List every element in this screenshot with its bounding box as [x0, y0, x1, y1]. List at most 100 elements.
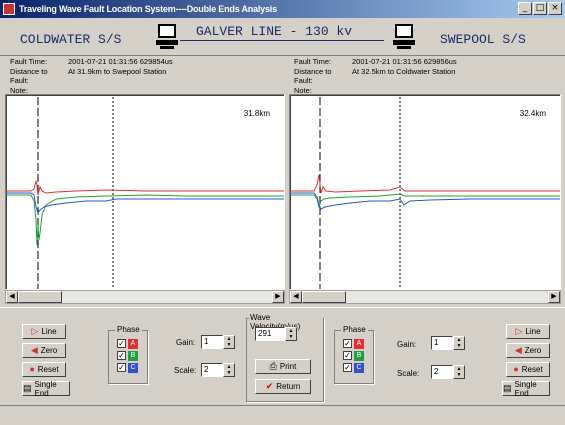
station-header: COLDWATER S/S GALVER LINE - 130 kv SWEPO…	[0, 18, 565, 56]
right-fault-info: Fault Time: 2001-07-21 01:31:56 629856us …	[294, 57, 559, 95]
right-waveform-plot[interactable]: 32.4km	[289, 94, 561, 290]
button-label: Line	[41, 327, 57, 336]
button-label: Zero	[524, 346, 542, 355]
printer-icon: ⎙	[269, 361, 277, 371]
button-label: Single End	[514, 379, 537, 398]
distance-label: Distance to Fault:	[10, 66, 48, 86]
arrow-left-icon: ◀	[30, 345, 38, 355]
spin-up-icon[interactable]: ▲	[226, 364, 232, 370]
fault-time-value: 2001-07-21 01:31:56 629856us	[352, 57, 457, 66]
title-bar: Traveling Wave Fault Location System----…	[0, 0, 565, 18]
spin-up-icon[interactable]: ▲	[288, 328, 294, 334]
button-label: Zero	[40, 346, 58, 355]
right-zero-button[interactable]: ◀ Zero	[506, 343, 550, 358]
phase-a-trace	[290, 174, 560, 194]
left-horizontal-scrollbar[interactable]: ◀ ▶	[5, 290, 285, 304]
scroll-thumb[interactable]	[302, 291, 346, 303]
right-horizontal-scrollbar[interactable]: ◀ ▶	[289, 290, 561, 304]
phase-group-label: Phase	[115, 325, 142, 334]
minimize-button[interactable]: _	[518, 2, 532, 15]
right-plot-distance: 32.4km	[519, 109, 546, 118]
phase-c-trace	[290, 192, 560, 210]
scale-value[interactable]: 2	[201, 363, 223, 377]
velocity-spinner[interactable]: 291 ▲ ▼	[255, 327, 297, 341]
spin-up-icon[interactable]: ▲	[456, 366, 462, 372]
left-computer-icon	[156, 24, 178, 50]
note-label: Note:	[10, 85, 28, 95]
phase-b-swatch: B	[354, 351, 364, 361]
line-icon: ▷	[515, 326, 523, 336]
spin-down-icon[interactable]: ▼	[456, 372, 462, 378]
scale-label: Scale:	[397, 369, 420, 378]
scroll-right-arrow-icon[interactable]: ▶	[548, 291, 560, 303]
phase-c-checkbox[interactable]: ✓	[117, 363, 126, 372]
button-label: Single End	[34, 379, 57, 398]
spin-up-icon[interactable]: ▲	[456, 337, 462, 343]
left-line-button[interactable]: ▷ Line	[22, 324, 66, 339]
scroll-left-arrow-icon[interactable]: ◀	[290, 291, 302, 303]
right-line-button[interactable]: ▷ Line	[506, 324, 550, 339]
line-icon: ▷	[31, 326, 39, 336]
left-single-end-button[interactable]: ▤ Single End	[22, 379, 70, 398]
button-label: Reset	[37, 365, 59, 374]
status-bar	[0, 405, 565, 425]
phase-a-checkbox[interactable]: ✓	[117, 339, 126, 348]
scroll-right-arrow-icon[interactable]: ▶	[272, 291, 284, 303]
spin-up-icon[interactable]: ▲	[226, 336, 232, 342]
phase-a-checkbox[interactable]: ✓	[343, 339, 352, 348]
distance-label: Distance to Fault:	[294, 66, 332, 86]
left-waveform-plot[interactable]: 31.8km	[5, 94, 285, 290]
maximize-button[interactable]: □	[533, 2, 547, 15]
phase-b-checkbox[interactable]: ✓	[117, 351, 126, 360]
phase-b-checkbox[interactable]: ✓	[343, 351, 352, 360]
fault-time-label: Fault Time:	[294, 57, 332, 66]
phase-a-swatch: A	[354, 339, 364, 349]
gain-value[interactable]: 1	[201, 335, 223, 349]
spin-down-icon[interactable]: ▼	[288, 334, 294, 340]
phase-c-checkbox[interactable]: ✓	[343, 363, 352, 372]
button-label: Reset	[521, 365, 543, 374]
right-phase-group: Phase ✓ A ✓ B ✓ C	[334, 325, 374, 384]
checkmark-icon: ✔	[265, 381, 274, 391]
right-scale-spinner[interactable]: 2 ▲ ▼	[431, 365, 465, 379]
phase-a-swatch: A	[128, 339, 138, 349]
close-button[interactable]: ×	[548, 2, 562, 15]
left-plot-distance: 31.8km	[243, 109, 270, 118]
left-gain-spinner[interactable]: 1 ▲ ▼	[201, 335, 235, 349]
left-waveform-svg	[6, 97, 284, 289]
right-single-end-button[interactable]: ▤ Single End	[502, 379, 550, 398]
spin-down-icon[interactable]: ▼	[226, 370, 232, 376]
chart-icon: ▤	[23, 383, 32, 393]
phase-group-label: Phase	[341, 325, 368, 334]
line-rule	[180, 40, 384, 41]
button-label: Return	[276, 382, 301, 391]
scroll-left-arrow-icon[interactable]: ◀	[6, 291, 18, 303]
print-button[interactable]: ⎙ Print	[255, 359, 311, 374]
reset-icon: ●	[29, 364, 35, 374]
left-scale-spinner[interactable]: 2 ▲ ▼	[201, 363, 235, 377]
gain-label: Gain:	[397, 340, 417, 349]
phase-c-swatch: C	[354, 363, 364, 373]
left-reset-button[interactable]: ● Reset	[22, 362, 66, 377]
left-zero-button[interactable]: ◀ Zero	[22, 343, 66, 358]
scroll-thumb[interactable]	[18, 291, 62, 303]
phase-c-trace	[6, 192, 284, 215]
fault-time-label: Fault Time:	[10, 57, 48, 66]
spin-down-icon[interactable]: ▼	[456, 343, 462, 349]
spin-down-icon[interactable]: ▼	[226, 342, 232, 348]
right-computer-icon	[393, 24, 415, 50]
wave-velocity-group: Wave Velocity(m/us) 291 ▲▼ ⎙Print ✔Retur…	[246, 313, 324, 402]
velocity-value[interactable]: 291	[255, 327, 285, 341]
right-reset-button[interactable]: ● Reset	[506, 362, 550, 377]
scale-value[interactable]: 2	[431, 365, 453, 379]
phase-b-swatch: B	[128, 351, 138, 361]
right-gain-spinner[interactable]: 1 ▲ ▼	[431, 336, 465, 350]
gain-value[interactable]: 1	[431, 336, 453, 350]
return-button[interactable]: ✔ Return	[255, 379, 311, 394]
line-name: GALVER LINE - 130 kv	[196, 24, 353, 39]
left-phase-group: Phase ✓ A ✓ B ✓ C	[108, 325, 148, 384]
scale-label: Scale:	[174, 366, 197, 375]
fault-time-value: 2001-07-21 01:31:56 629854us	[68, 57, 173, 66]
window-title: Traveling Wave Fault Location System----…	[19, 4, 277, 14]
chart-icon: ▤	[503, 383, 512, 393]
